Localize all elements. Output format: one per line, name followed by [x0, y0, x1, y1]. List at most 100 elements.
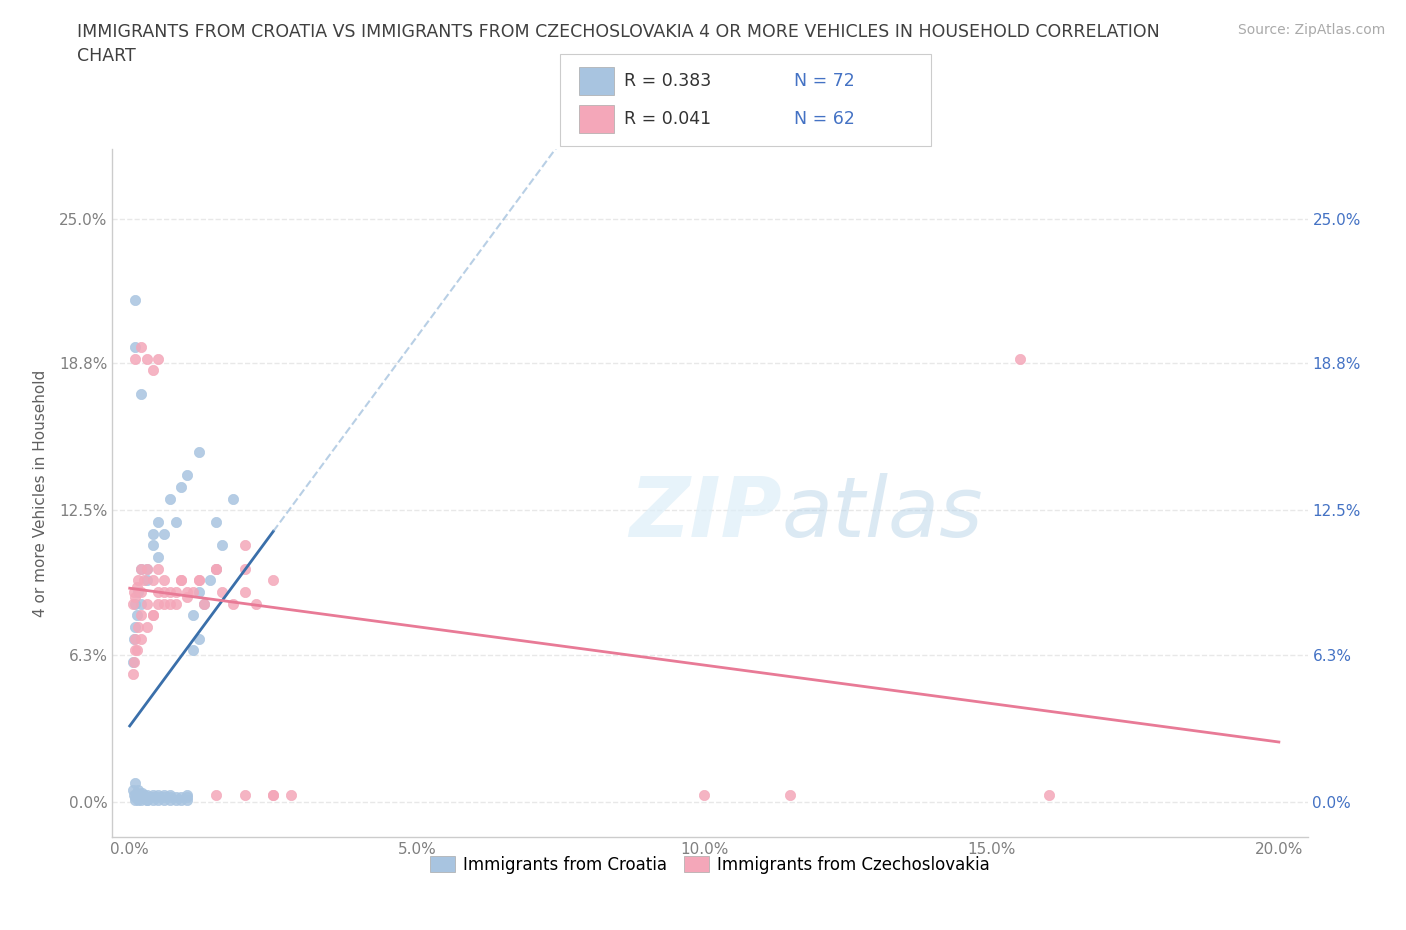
Text: Source: ZipAtlas.com: Source: ZipAtlas.com — [1237, 23, 1385, 37]
Text: N = 62: N = 62 — [794, 110, 855, 128]
Point — [153, 526, 176, 541]
Point — [165, 792, 187, 807]
Point — [165, 790, 187, 804]
Point — [165, 585, 187, 600]
Point — [176, 788, 198, 803]
Point — [129, 585, 152, 600]
Point — [129, 608, 152, 623]
Point — [159, 788, 181, 803]
Point — [205, 562, 228, 577]
Point — [129, 339, 152, 354]
Point — [132, 790, 155, 804]
Point — [136, 619, 159, 634]
Point — [176, 792, 198, 807]
Point — [148, 788, 170, 803]
Point — [125, 608, 148, 623]
Point — [193, 596, 215, 611]
Point — [233, 585, 256, 600]
Point — [222, 596, 245, 611]
Point — [142, 790, 165, 804]
Point — [148, 585, 170, 600]
Point — [136, 596, 159, 611]
Point — [129, 562, 152, 577]
Point — [121, 596, 143, 611]
Point — [142, 608, 165, 623]
Point — [211, 538, 233, 552]
Point — [127, 585, 149, 600]
Point — [153, 573, 176, 588]
Point — [132, 788, 155, 803]
Point — [193, 596, 215, 611]
Point — [136, 562, 159, 577]
Point — [245, 596, 267, 611]
Point — [165, 596, 187, 611]
Point — [142, 792, 165, 807]
Point — [176, 468, 198, 483]
Point — [187, 445, 209, 459]
Text: N = 72: N = 72 — [794, 72, 855, 90]
Point — [129, 596, 152, 611]
Point — [124, 631, 146, 646]
Point — [176, 585, 198, 600]
Point — [124, 293, 146, 308]
Point — [129, 386, 152, 401]
Point — [159, 491, 181, 506]
Point — [205, 562, 228, 577]
Point — [170, 573, 193, 588]
Point — [142, 608, 165, 623]
Point — [187, 631, 209, 646]
Point — [153, 788, 176, 803]
Point — [262, 788, 284, 803]
Point — [127, 573, 149, 588]
Point — [153, 790, 176, 804]
Point — [176, 790, 198, 804]
Point — [124, 790, 146, 804]
Text: R = 0.041: R = 0.041 — [624, 110, 711, 128]
Point — [181, 608, 204, 623]
Point — [233, 562, 256, 577]
Point — [779, 788, 801, 803]
Point — [122, 788, 145, 803]
Point — [148, 792, 170, 807]
Point — [148, 514, 170, 529]
Point — [153, 792, 176, 807]
Point — [148, 790, 170, 804]
Point — [233, 538, 256, 552]
Point — [124, 792, 146, 807]
Point — [693, 788, 716, 803]
Point — [124, 596, 146, 611]
Point — [198, 573, 221, 588]
Point — [127, 619, 149, 634]
Point — [159, 596, 181, 611]
Point — [170, 792, 193, 807]
Point — [136, 792, 159, 807]
Point — [142, 573, 165, 588]
Point — [142, 538, 165, 552]
Point — [124, 631, 146, 646]
Legend: Immigrants from Croatia, Immigrants from Czechoslovakia: Immigrants from Croatia, Immigrants from… — [423, 849, 997, 881]
Point — [131, 785, 153, 800]
Point — [187, 573, 209, 588]
Point — [142, 526, 165, 541]
Point — [127, 788, 149, 803]
Point — [1038, 788, 1060, 803]
Point — [136, 788, 159, 803]
Point — [159, 792, 181, 807]
Point — [129, 792, 152, 807]
Point — [170, 480, 193, 495]
Point — [205, 562, 228, 577]
Point — [125, 580, 148, 595]
Point — [136, 792, 159, 807]
Point — [124, 352, 146, 366]
Point — [148, 550, 170, 565]
Y-axis label: 4 or more Vehicles in Household: 4 or more Vehicles in Household — [34, 369, 48, 617]
Point — [129, 788, 152, 803]
Point — [129, 631, 152, 646]
Point — [211, 585, 233, 600]
Point — [136, 562, 159, 577]
Point — [181, 643, 204, 658]
Point — [136, 352, 159, 366]
Point — [176, 590, 198, 604]
Point — [124, 339, 146, 354]
Point — [205, 514, 228, 529]
